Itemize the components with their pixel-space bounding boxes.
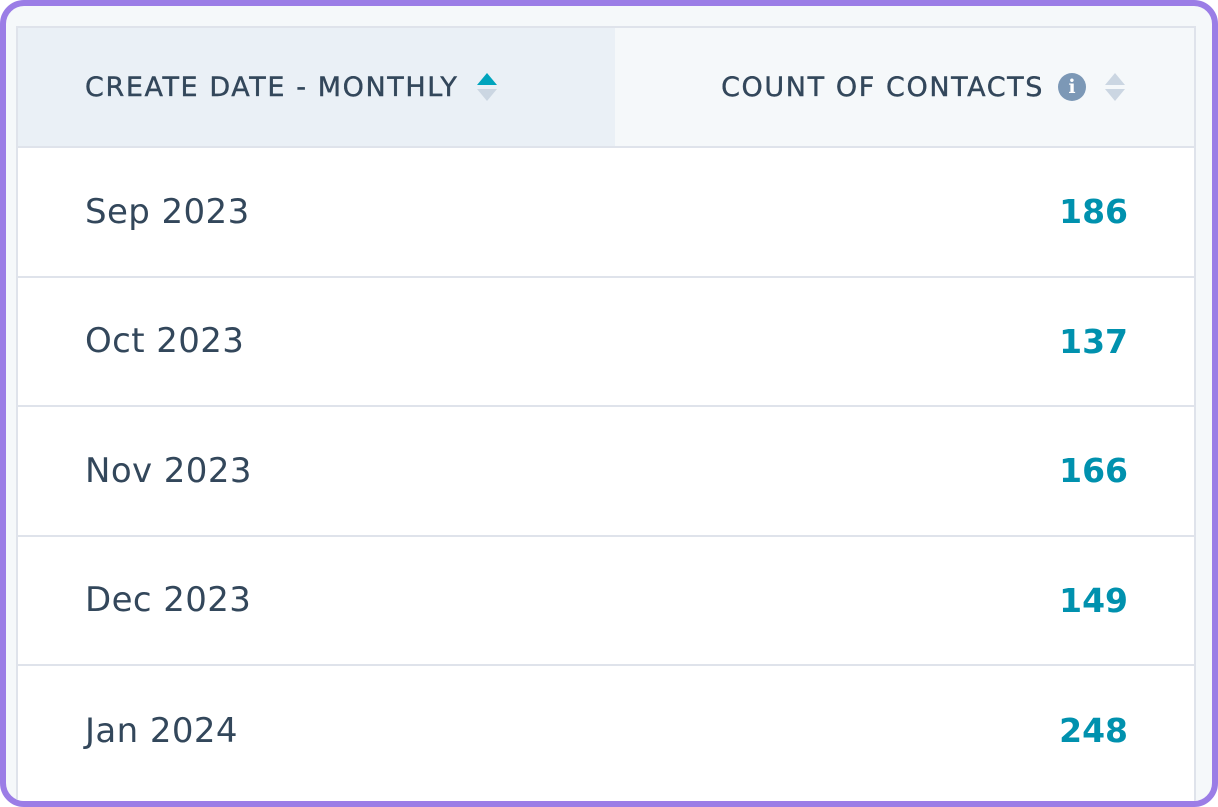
row-count-link[interactable]: 186 xyxy=(1059,192,1128,232)
sort-up-arrow-icon xyxy=(1105,73,1125,85)
column-header-create-date[interactable]: CREATE DATE - MONTHLY xyxy=(18,28,615,146)
table-header: CREATE DATE - MONTHLY COUNT OF CONTACTS … xyxy=(18,28,1194,148)
row-date: Oct 2023 xyxy=(85,321,245,362)
row-date: Sep 2023 xyxy=(85,191,250,232)
table-row: Jan 2024 248 xyxy=(18,666,1194,796)
sort-up-arrow-icon xyxy=(477,73,498,85)
column-header-label: COUNT OF CONTACTS xyxy=(721,71,1044,103)
sort-icon[interactable] xyxy=(1102,65,1128,109)
sort-down-arrow-icon xyxy=(477,89,498,101)
row-count-link[interactable]: 166 xyxy=(1059,451,1128,491)
column-header-count-of-contacts[interactable]: COUNT OF CONTACTS i xyxy=(615,28,1194,146)
sort-down-arrow-icon xyxy=(1105,89,1125,101)
info-icon[interactable]: i xyxy=(1058,73,1086,101)
column-header-label: CREATE DATE - MONTHLY xyxy=(85,71,459,103)
table-row: Oct 2023 137 xyxy=(18,278,1194,407)
contacts-table: CREATE DATE - MONTHLY COUNT OF CONTACTS … xyxy=(16,26,1196,801)
sort-ascending-icon[interactable] xyxy=(474,65,500,109)
table-row: Dec 2023 149 xyxy=(18,537,1194,666)
table-body: Sep 2023 186 Oct 2023 137 Nov 2023 166 D… xyxy=(18,148,1194,796)
table-row: Nov 2023 166 xyxy=(18,407,1194,537)
row-count-link[interactable]: 149 xyxy=(1059,580,1128,620)
row-date: Dec 2023 xyxy=(85,580,252,621)
row-count-link[interactable]: 137 xyxy=(1059,321,1128,361)
row-date: Jan 2024 xyxy=(85,710,238,751)
row-count-link[interactable]: 248 xyxy=(1059,711,1128,751)
table-row: Sep 2023 186 xyxy=(18,148,1194,278)
row-date: Nov 2023 xyxy=(85,450,252,491)
